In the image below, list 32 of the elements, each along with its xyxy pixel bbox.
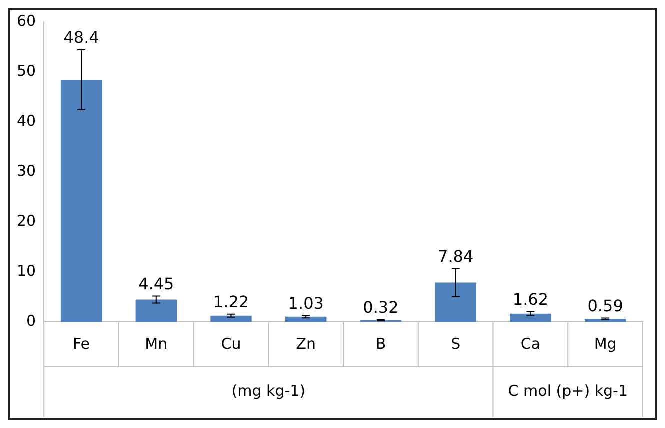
y-tick-label: 10	[16, 262, 36, 280]
y-tick-label: 50	[16, 62, 36, 80]
bar	[286, 316, 327, 322]
y-tick-label: 60	[16, 12, 36, 30]
x-tick-label: S	[451, 334, 461, 353]
x-tick-label: Fe	[72, 334, 90, 353]
bar	[210, 316, 252, 322]
text: C mol (p+) kg-1	[508, 382, 628, 400]
data-label: 0.59	[588, 296, 624, 316]
bar	[136, 300, 177, 322]
y-tick-label: 20	[16, 212, 36, 230]
x-tick-label: Ca	[520, 334, 541, 353]
bar	[584, 319, 626, 322]
y-tick-label: 40	[16, 112, 36, 130]
bar	[510, 314, 552, 322]
data-label: 48.4	[64, 28, 100, 48]
data-label: 7.84	[438, 246, 474, 266]
x-tick-label: Mn	[145, 334, 168, 353]
x-tick-label: Zn	[296, 334, 316, 353]
data-label: 1.22	[213, 292, 250, 312]
x-tick-label: Cu	[221, 334, 242, 353]
data-label: 1.03	[288, 294, 324, 313]
y-tick-label: 0	[26, 312, 36, 330]
bar	[60, 80, 102, 322]
data-label: 4.45	[138, 274, 174, 294]
text: (mg kg-1)	[232, 382, 306, 400]
data-label: 0.32	[363, 298, 399, 318]
data-label: 1.62	[512, 290, 549, 310]
y-tick-label: 30	[16, 162, 36, 180]
bar	[435, 282, 476, 322]
x-tick-label: B	[376, 334, 386, 353]
x-tick-label: Mg	[594, 334, 617, 353]
